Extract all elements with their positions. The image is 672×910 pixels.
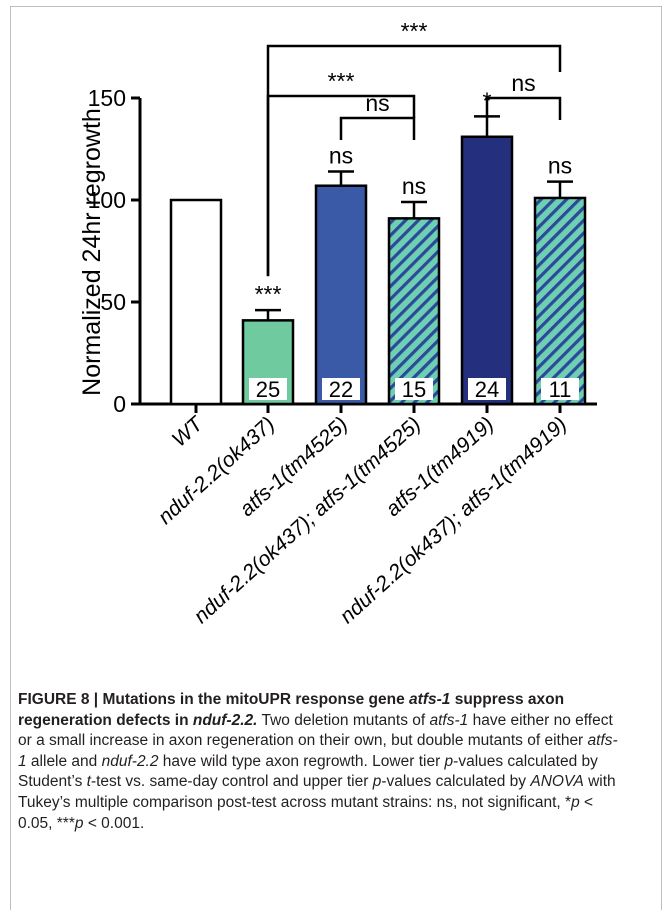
caption-text-2: have either no effect or a small increas… [18, 711, 613, 750]
caption-gene-2: atfs-1 [18, 732, 618, 770]
x-category-label: WT [168, 411, 209, 451]
figure-frame [10, 6, 662, 910]
caption-text-5: -values calculated by Student’s [18, 752, 598, 791]
caption-text-1: Two deletion mutants of [257, 711, 430, 729]
n-label: 24 [475, 377, 499, 402]
n-label-box [249, 378, 287, 400]
n-label-box [541, 378, 579, 400]
caption-title-part2: suppress axon regeneration defects in [18, 691, 565, 729]
n-label-box [322, 378, 360, 400]
comparison-label: *** [401, 18, 428, 44]
n-label-box [468, 378, 506, 400]
caption-p-1: p [444, 752, 454, 770]
bar [460, 135, 514, 406]
figure-label: FIGURE 8 | [18, 691, 103, 708]
caption-p-2: p [372, 773, 382, 791]
caption-gene-3: nduf-2.2 [101, 752, 159, 770]
caption-t: t [86, 773, 91, 791]
caption-text-3: allele and [26, 752, 102, 770]
y-axis-label: Normalized 24hr regrowth [78, 108, 106, 396]
caption-text-8: with Tukey’s multiple comparison post-te… [18, 773, 616, 811]
significance-label: ns [402, 173, 426, 199]
bar-chart: Normalized 24hr regrowth 0 50 100 150 WT 25 *… [78, 18, 597, 628]
bar [387, 217, 441, 406]
y-tick-label: 50 [100, 289, 126, 315]
significance-label: ns [548, 153, 572, 179]
caption-gene-1: atfs-1 [429, 711, 469, 729]
comparison-bracket [339, 116, 416, 140]
caption-text-4: have wild type axon regrowth. Lower tier [158, 752, 445, 770]
significance-label: *** [255, 281, 282, 307]
caption-title-gene1: atfs-1 [409, 691, 451, 708]
bar [169, 198, 223, 406]
caption-p-3: p [571, 793, 580, 811]
caption-title: FIGURE 8 | Mutations in the mitoUPR resp… [18, 691, 564, 729]
caption-title-gene2: nduf-2.2. [192, 711, 258, 729]
caption-text-10: < 0.001. [83, 814, 145, 832]
caption-title-part1: Mutations in the mitoUPR response gene [102, 691, 410, 708]
significance-label: ns [329, 142, 353, 168]
y-tick-label: 0 [113, 391, 126, 417]
figure-caption: FIGURE 8 | Mutations in the mitoUPR resp… [18, 690, 618, 834]
n-label: 15 [402, 377, 426, 402]
n-label: 25 [256, 377, 280, 402]
caption-text-6: -test vs. same-day control and upper tie… [90, 773, 373, 791]
n-label-box [395, 378, 433, 400]
n-label: 22 [329, 377, 353, 402]
bar [314, 184, 368, 406]
caption-p-4: p [74, 814, 84, 832]
y-tick-label: 100 [88, 187, 126, 213]
comparison-label: ns [365, 90, 389, 116]
n-label: 11 [549, 377, 572, 402]
comparison-label: ns [511, 70, 535, 96]
comparison-label: *** [328, 68, 355, 94]
y-tick-label: 150 [88, 85, 126, 111]
caption-text-9: < 0.05, *** [18, 793, 594, 832]
caption-text-7: -values calculated by [381, 773, 531, 791]
comparison-bracket [485, 96, 562, 120]
caption-anova: ANOVA [530, 773, 584, 791]
bar [533, 196, 587, 406]
comparison-bracket [266, 94, 416, 277]
